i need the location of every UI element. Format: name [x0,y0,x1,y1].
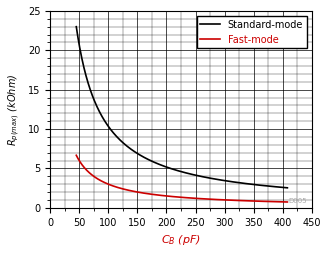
Y-axis label: $R_{p(max)}$ (kOhm): $R_{p(max)}$ (kOhm) [7,73,22,146]
Legend: Standard-mode, Fast-mode: Standard-mode, Fast-mode [196,16,307,49]
Text: D005: D005 [288,198,307,204]
X-axis label: $C_B$ (pF): $C_B$ (pF) [161,233,201,247]
